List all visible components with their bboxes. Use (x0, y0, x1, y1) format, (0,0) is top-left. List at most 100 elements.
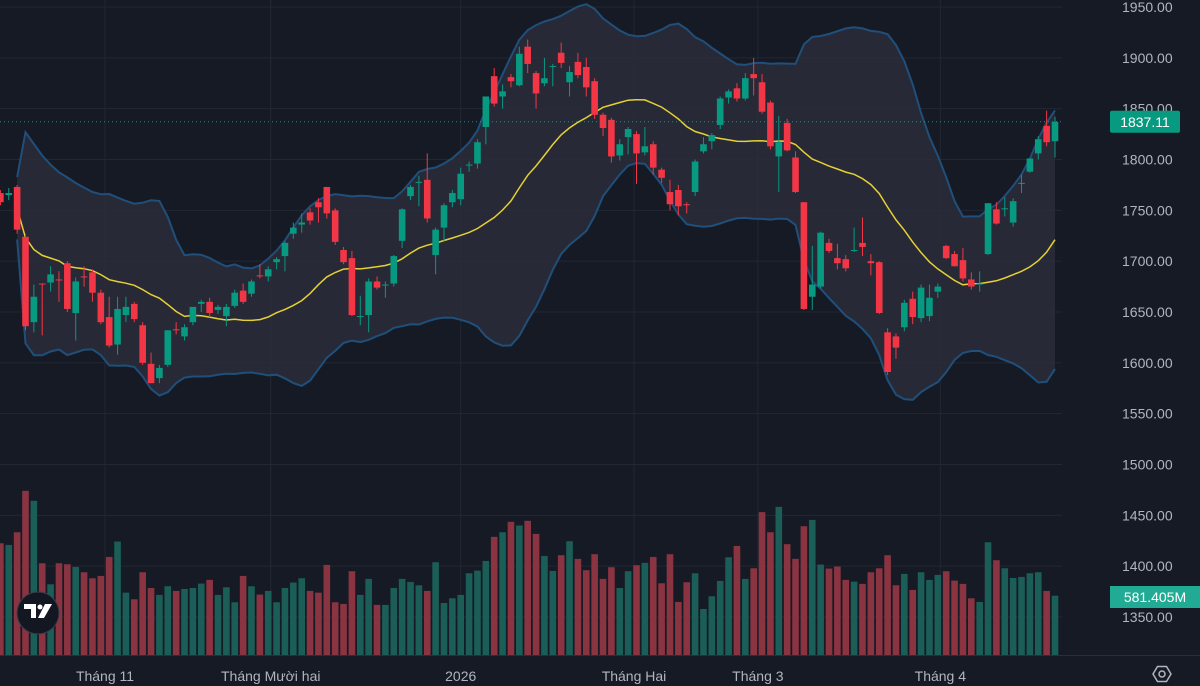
candle-body (658, 169, 665, 178)
price-tick-label: 1700.00 (1122, 253, 1173, 269)
candle-body (951, 254, 958, 267)
candle-body (323, 186, 331, 214)
candle-body (156, 367, 163, 379)
candle-body (239, 290, 247, 302)
volume-bar (356, 594, 364, 655)
candle-body (917, 287, 925, 319)
volume-bar (549, 570, 557, 655)
candle-body (231, 292, 239, 306)
candle-body (164, 330, 172, 365)
candle-body (499, 91, 506, 97)
candle-body (1043, 125, 1050, 143)
candle-body (775, 142, 783, 157)
candle-body (909, 298, 917, 318)
candle-body (423, 179, 431, 219)
volume-bar (22, 490, 29, 655)
candle-body (733, 88, 741, 99)
volume-bar (181, 588, 188, 655)
volume-bar (398, 578, 406, 655)
candle-body (172, 329, 180, 331)
volume-bar (532, 533, 540, 655)
volume-bar (842, 579, 850, 655)
volume-bar (616, 587, 624, 655)
candle-body (390, 256, 398, 284)
volume-bar (231, 602, 239, 655)
candle-body (641, 146, 649, 153)
candle-body (206, 301, 213, 314)
volume-bar (984, 542, 992, 655)
candle-body (884, 332, 891, 372)
candle-body (934, 286, 942, 292)
volume-bar (1051, 595, 1059, 655)
time-axis[interactable]: Tháng 11 Tháng Mười hai 2026 Tháng Hai Tháng… (76, 668, 966, 684)
last-volume-tag: 581.405M (1110, 586, 1200, 608)
candle-body (264, 269, 272, 277)
volume-bar (582, 570, 590, 655)
candle-body (474, 142, 481, 164)
volume-bar (817, 564, 824, 655)
candle-body (256, 275, 264, 277)
candle-body (281, 242, 289, 257)
volume-bar (959, 583, 967, 655)
tradingview-logo-icon[interactable] (16, 591, 60, 635)
time-tick-label: 2026 (445, 668, 476, 684)
volume-bar (390, 587, 398, 655)
volume-bar (825, 568, 833, 655)
candle-body (13, 186, 21, 230)
candle-body (331, 210, 339, 242)
candle-body (80, 276, 88, 278)
volume-bar (197, 583, 205, 655)
volume-bar (449, 598, 456, 655)
last-price-tag: 1837.11 (1110, 110, 1180, 133)
candle-body (5, 193, 13, 196)
settings-icon[interactable] (1152, 665, 1172, 683)
candle-body (398, 209, 406, 241)
volume-bar (716, 580, 724, 655)
bollinger-lower-line (16, 162, 1056, 401)
candle-body (683, 204, 691, 206)
candle-body (750, 74, 757, 79)
volume-bar (683, 582, 691, 655)
volume-bar (373, 604, 381, 655)
volume-bar (239, 575, 247, 655)
candle-body (867, 261, 875, 264)
candle-body (783, 122, 791, 151)
volume-bar (599, 578, 607, 655)
volume-bar (901, 573, 908, 655)
bollinger-upper-line (16, 3, 1056, 270)
candle-body (440, 205, 448, 228)
candle-body (850, 249, 858, 251)
candle-body (875, 262, 883, 314)
candle-body (532, 73, 540, 94)
volume-bar (214, 594, 222, 655)
volume-bar (1043, 590, 1050, 655)
volume-bar (524, 520, 531, 655)
candle-body (942, 245, 950, 259)
volume-bar (273, 602, 280, 655)
candle-body (901, 302, 908, 328)
volume-bar (658, 583, 665, 655)
volume-bar (976, 601, 983, 655)
volume-bar (482, 560, 490, 655)
time-tick-label: Tháng 11 (76, 668, 134, 684)
candle-body (1001, 208, 1009, 210)
volume-bar (1009, 577, 1017, 655)
volume-bar (256, 594, 264, 655)
candle-body (792, 157, 799, 193)
volume-bar (122, 592, 130, 655)
volume-bar (348, 571, 356, 655)
volume-bar (1018, 576, 1025, 655)
price-tick-label: 1400.00 (1122, 558, 1173, 574)
candle-body (675, 190, 682, 207)
volume-bar (574, 558, 582, 655)
volume-bar (89, 578, 96, 655)
candle-body (557, 52, 565, 63)
candle-body (356, 316, 364, 318)
candle-body (859, 242, 866, 247)
candle-body (591, 81, 598, 115)
volume-bar (223, 587, 230, 655)
price-axis[interactable]: 1950.001900.001850.001800.001750.001700.… (1122, 0, 1173, 625)
candle-body (340, 249, 347, 263)
candle-body (808, 284, 816, 297)
